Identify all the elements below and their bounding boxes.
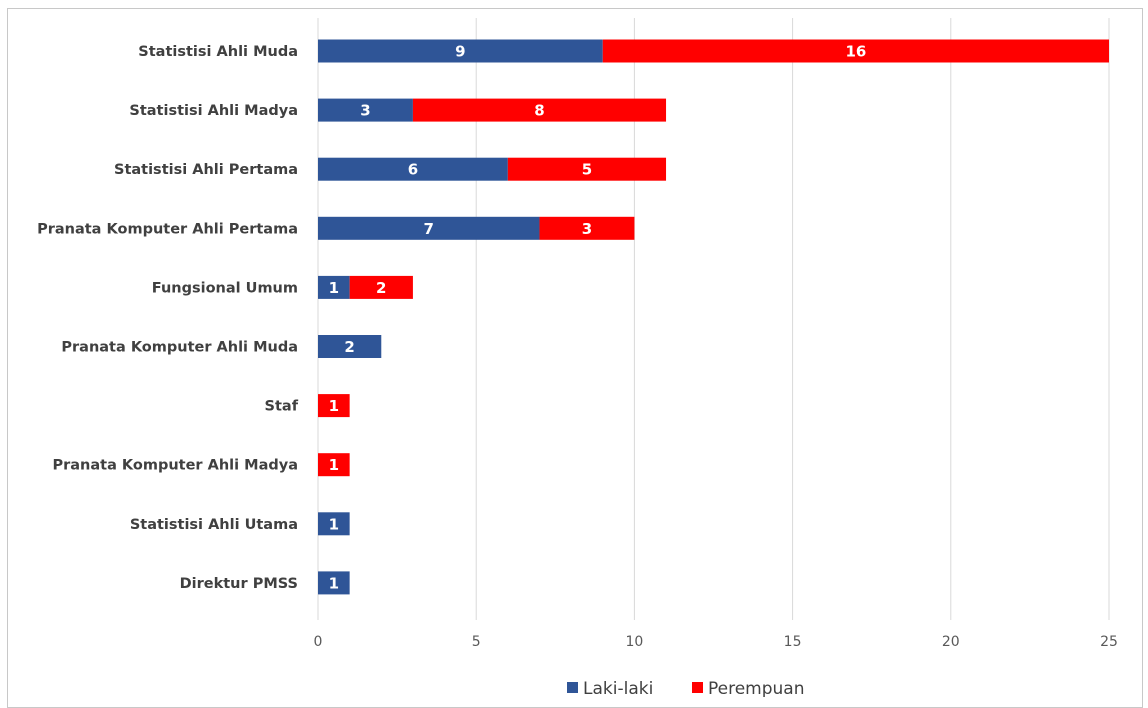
bar-segment: [318, 98, 413, 122]
bar-segment: [318, 512, 350, 536]
chart-frame: [7, 8, 1143, 708]
category-label: Pranata Komputer Ahli Madya: [52, 458, 298, 474]
x-tick-label: 10: [625, 634, 643, 650]
bar-segment: [412, 98, 667, 122]
x-tick-label: 25: [1100, 634, 1118, 650]
bar-segment: [318, 157, 508, 181]
x-tick-label: 0: [314, 634, 323, 650]
legend-label: Laki-laki: [583, 679, 653, 697]
data-label: 2: [344, 338, 354, 356]
bars: 9 16 3 8 6 5 7 3 1 2 2 1 1 1 1: [318, 39, 1109, 595]
data-label: 16: [845, 43, 866, 61]
bar-segment: [318, 39, 603, 63]
bar-segment: [318, 571, 350, 595]
data-label: 7: [424, 220, 434, 238]
data-label: 8: [534, 102, 544, 120]
category-label: Statistisi Ahli Utama: [130, 517, 298, 533]
bar-segment: [318, 275, 350, 299]
category-label: Pranata Komputer Ahli Pertama: [37, 221, 298, 237]
data-label: 2: [376, 279, 386, 297]
data-label: 3: [360, 102, 370, 120]
category-label: Staf: [265, 399, 299, 415]
data-label: 1: [329, 279, 339, 297]
data-label: 1: [329, 456, 339, 474]
category-label: Fungsional Umum: [152, 280, 298, 296]
data-label: 6: [408, 161, 418, 179]
bar-segment: [318, 453, 350, 477]
legend-swatch: [567, 682, 578, 693]
category-label: Direktur PMSS: [180, 576, 298, 592]
bar-segment: [318, 335, 382, 358]
bar-segment: [539, 216, 635, 240]
bar-segment: [602, 39, 1109, 63]
legend-swatch: [692, 682, 703, 693]
x-tick-label: 5: [472, 634, 481, 650]
x-tick-label: 15: [784, 634, 802, 650]
category-label: Pranata Komputer Ahli Muda: [61, 340, 298, 356]
x-tick-labels: 0 5 10 15 20 25: [314, 634, 1118, 650]
legend: Laki-laki Perempuan: [567, 679, 805, 697]
data-label: 1: [329, 397, 339, 415]
data-label: 5: [582, 161, 592, 179]
category-labels: Statistisi Ahli Muda Statistisi Ahli Mady…: [37, 44, 299, 592]
bar-segment: [507, 157, 667, 181]
bar-segment: [318, 216, 540, 240]
legend-label: Perempuan: [708, 679, 805, 697]
x-tick-label: 20: [942, 634, 960, 650]
category-label: Statistisi Ahli Madya: [129, 103, 298, 119]
bar-segment: [318, 394, 350, 418]
category-label: Statistisi Ahli Muda: [138, 44, 298, 60]
data-label: 3: [582, 220, 592, 238]
bar-segment: [349, 275, 413, 299]
data-label: 1: [329, 574, 339, 592]
data-label: 9: [455, 43, 465, 61]
category-label: Statistisi Ahli Pertama: [114, 162, 298, 178]
data-label: 1: [329, 515, 339, 533]
